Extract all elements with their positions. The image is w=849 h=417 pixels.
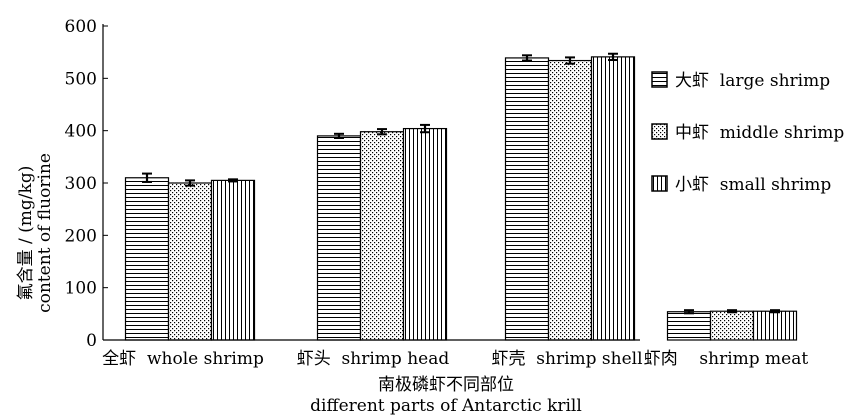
bar — [359, 131, 405, 341]
bar — [210, 179, 256, 341]
legend-label: 中虾 middle shrimp — [675, 123, 844, 143]
y-tick-label: 500 — [65, 69, 97, 89]
x-axis: 全虾 whole shrimp 虾头 shrimp head 虾壳 shrimp s… — [102, 339, 809, 369]
bar — [752, 310, 798, 341]
legend: 大虾 large shrimp 中虾 middle shrimp 小虾 small … — [651, 71, 844, 195]
y-tick-label: 600 — [65, 17, 97, 37]
bar — [547, 59, 593, 341]
y-tick-label: 300 — [65, 174, 97, 194]
legend-label: 小虾 small shrimp — [675, 175, 831, 195]
x-category-label: 虾肉 shrimp meat — [644, 349, 809, 369]
x-category-label: 虾壳 shrimp shell — [491, 349, 642, 369]
plot-area — [124, 52, 798, 341]
y-tick-label: 0 — [86, 331, 97, 351]
x-axis-label-line-2: different parts of Antarctic krill — [310, 396, 582, 416]
bar — [504, 57, 550, 341]
y-axis: 0 100 200 300 400 500 600 — [65, 17, 108, 351]
y-tick-label: 100 — [65, 279, 97, 299]
bar — [124, 177, 170, 341]
legend-label: 大虾 large shrimp — [675, 71, 830, 91]
x-axis-label-line-1: 南极磷虾不同部位 — [378, 375, 514, 395]
x-category-label: 虾头 shrimp head — [297, 349, 450, 369]
y-axis-label-line-1: 氟含量 / (mg/kg) — [16, 166, 36, 301]
bar — [590, 56, 636, 341]
bar — [666, 311, 712, 341]
y-tick-label: 400 — [65, 122, 97, 142]
legend-swatch — [651, 175, 668, 192]
bar — [167, 182, 213, 341]
x-category-label: 全虾 whole shrimp — [102, 349, 264, 369]
legend-swatch — [651, 123, 668, 140]
bar — [709, 310, 755, 341]
legend-swatch — [651, 71, 668, 88]
y-axis-label-line-2: content of fluorine — [35, 153, 55, 313]
y-tick-label: 200 — [65, 226, 97, 246]
bar — [402, 127, 448, 341]
bar — [316, 135, 362, 341]
